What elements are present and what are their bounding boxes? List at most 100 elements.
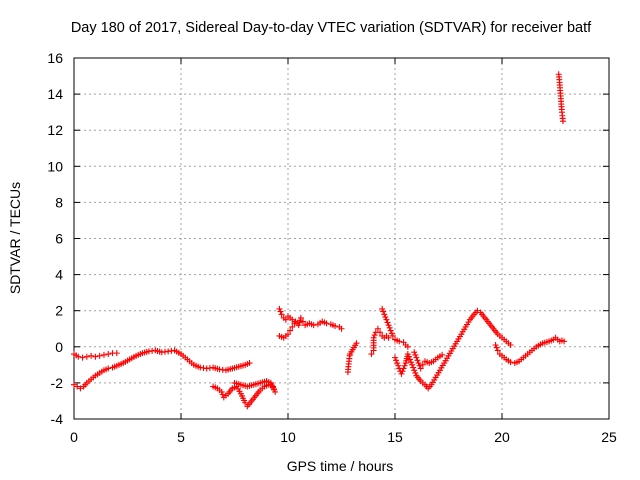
- data-point: [71, 381, 77, 388]
- data-point: [388, 330, 395, 337]
- data-point: [398, 370, 405, 377]
- data-series: [344, 340, 360, 376]
- data-point: [393, 357, 400, 364]
- data-point: [219, 391, 226, 398]
- data-point: [493, 344, 500, 351]
- data-series: [276, 305, 345, 332]
- data-point: [105, 365, 112, 372]
- data-series: [71, 350, 120, 361]
- data-point: [412, 369, 419, 376]
- data-series: [276, 320, 298, 341]
- data-point: [404, 343, 411, 350]
- x-axis-label: GPS time / hours: [287, 458, 394, 474]
- data-point: [277, 308, 284, 315]
- x-tick-label: 5: [177, 429, 185, 445]
- data-point: [285, 331, 291, 338]
- data-series: [492, 334, 568, 367]
- data-point: [231, 379, 238, 386]
- data-point: [415, 360, 422, 367]
- data-point: [381, 311, 388, 318]
- data-point: [414, 357, 421, 364]
- data-point: [419, 361, 426, 368]
- x-tick-label: 15: [387, 429, 403, 445]
- y-tick-label: -2: [51, 375, 64, 391]
- data-point: [383, 316, 390, 323]
- y-tick-label: 0: [55, 339, 63, 355]
- data-point: [416, 362, 423, 369]
- data-point: [92, 353, 99, 360]
- data-point: [246, 360, 253, 367]
- data-point: [412, 351, 419, 358]
- data-point: [105, 351, 112, 358]
- data-point: [386, 324, 393, 331]
- data-point: [310, 322, 317, 329]
- data-point: [323, 320, 330, 327]
- data-point: [218, 388, 225, 395]
- data-point: [474, 307, 481, 314]
- data-point: [370, 334, 377, 341]
- y-tick-label: -4: [51, 411, 64, 427]
- x-tick-label: 20: [494, 429, 510, 445]
- data-point: [394, 360, 401, 367]
- data-series: [368, 325, 392, 358]
- data-series: [71, 347, 253, 392]
- data-point: [382, 314, 389, 321]
- y-tick-label: 12: [47, 122, 63, 138]
- data-point: [507, 359, 514, 366]
- data-point: [380, 308, 387, 315]
- data-point: [113, 350, 120, 357]
- data-series: [411, 349, 446, 372]
- data-point: [353, 340, 360, 347]
- data-point: [411, 349, 418, 356]
- data-series: [379, 305, 411, 350]
- data-point: [396, 338, 403, 345]
- data-point: [282, 316, 289, 323]
- data-point: [389, 332, 396, 339]
- y-tick-label: 10: [47, 158, 63, 174]
- data-points: [71, 71, 568, 410]
- data-point: [100, 351, 107, 358]
- data-point: [338, 325, 345, 332]
- data-point: [368, 351, 375, 358]
- data-point: [439, 351, 446, 358]
- y-axis-label: SDTVAR / TECUs: [7, 182, 23, 294]
- data-point: [387, 327, 394, 334]
- data-series: [210, 378, 279, 410]
- data-point: [299, 318, 306, 325]
- data-point: [332, 323, 339, 330]
- data-point: [297, 314, 304, 321]
- data-point: [385, 334, 392, 341]
- data-point: [379, 305, 386, 312]
- data-point: [392, 354, 398, 361]
- data-point: [399, 368, 406, 375]
- y-tick-label: 6: [55, 231, 63, 247]
- data-point: [77, 385, 84, 392]
- grid: [74, 58, 609, 419]
- data-point: [395, 362, 402, 369]
- data-point: [278, 311, 285, 318]
- x-tick-label: 0: [70, 429, 78, 445]
- y-tick-label: 14: [47, 86, 63, 102]
- data-point: [401, 362, 408, 369]
- data-series: [392, 307, 514, 392]
- data-point: [289, 323, 296, 330]
- x-tick-label: 10: [280, 429, 296, 445]
- data-point: [417, 365, 424, 372]
- data-point: [377, 329, 384, 336]
- data-point: [371, 332, 378, 339]
- data-point: [374, 325, 381, 332]
- data-point: [74, 383, 81, 390]
- data-point: [408, 359, 415, 366]
- data-point: [561, 338, 568, 345]
- data-point: [75, 353, 82, 360]
- data-point: [404, 351, 411, 358]
- y-tick-label: 4: [55, 267, 63, 283]
- data-series: [555, 71, 566, 125]
- data-point: [384, 319, 391, 326]
- data-point: [83, 353, 90, 360]
- axis-ticks: [73, 57, 610, 420]
- data-point: [400, 365, 407, 372]
- data-point: [492, 341, 499, 348]
